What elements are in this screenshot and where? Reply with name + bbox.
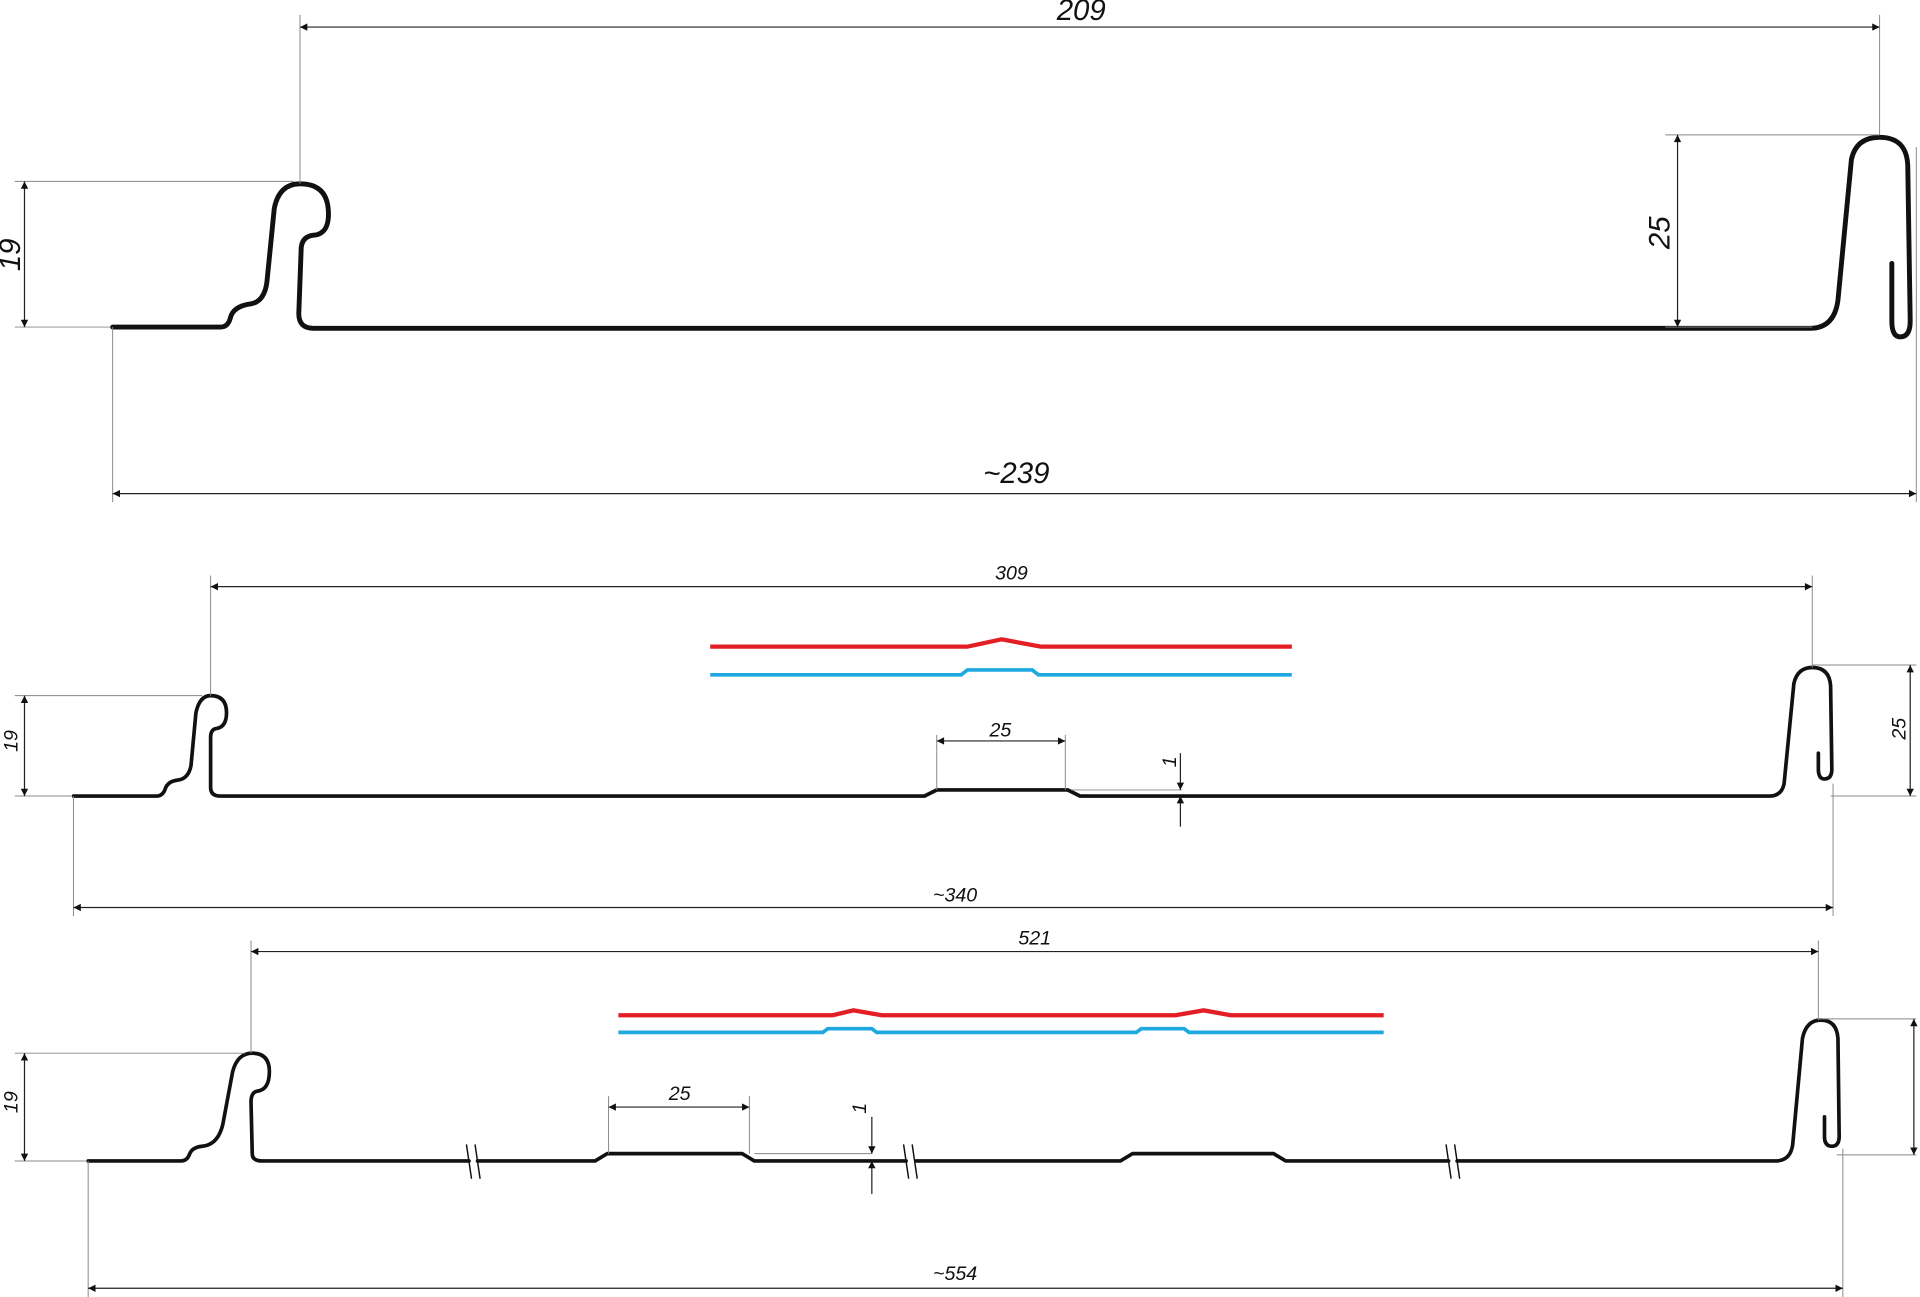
profile-2: 309 25 1 19 25 ~340 [0, 563, 1917, 917]
red-line [710, 637, 1292, 649]
dimension-label: ~340 [933, 885, 977, 907]
dimension-label: 1 [849, 1103, 871, 1114]
extension-lines [14, 940, 1917, 1297]
dimension-label: 1 [1159, 756, 1181, 767]
dimension-label: ~554 [933, 1263, 977, 1285]
extension-lines [14, 575, 1917, 917]
dimension-label: 25 [989, 719, 1012, 741]
extension-lines [14, 14, 1917, 503]
dimension-label: ~239 [983, 457, 1049, 490]
dimension-label: 19 [0, 1091, 22, 1113]
blue-line [710, 668, 1292, 677]
dimension-label: 19 [0, 730, 22, 752]
blue-line [618, 1026, 1384, 1035]
dimension-label: 309 [995, 563, 1028, 585]
dimension-label: 19 [0, 238, 27, 271]
dimension-label: 25 [1643, 216, 1676, 250]
profile-1: 209 19 25 ~239 [0, 0, 1917, 503]
dimension-label: 25 [668, 1083, 691, 1105]
profile-shape [86, 1018, 1842, 1163]
dimension-label: 25 [1889, 718, 1911, 741]
profile-shape [110, 134, 1913, 340]
profile-3: 521 25 1 19 25 ~554 [0, 927, 1918, 1297]
dimension-label: 209 [1056, 0, 1106, 27]
dimension-label: 521 [1018, 927, 1051, 949]
red-line [618, 1008, 1384, 1018]
break-marks [465, 1144, 1461, 1179]
profile-shape [71, 665, 1834, 798]
